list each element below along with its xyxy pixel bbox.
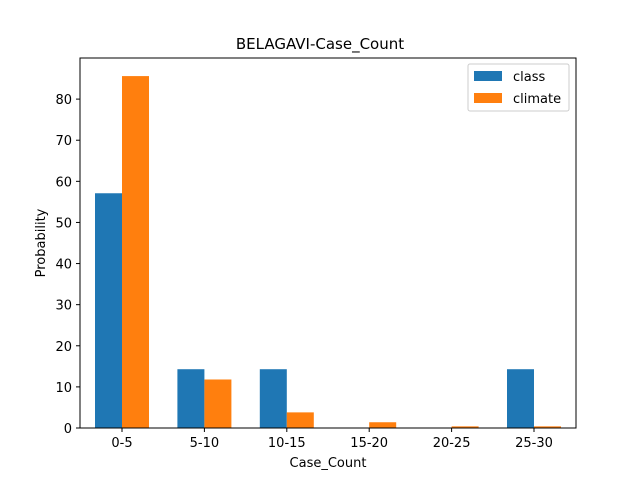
bar-class-25-30 xyxy=(507,369,534,428)
y-tick-label: 60 xyxy=(55,175,72,190)
bar-climate-20-25 xyxy=(451,426,479,428)
y-tick-label: 0 xyxy=(64,422,72,437)
x-axis-label: Case_Count xyxy=(290,456,367,471)
bar-climate-25-30 xyxy=(534,426,561,428)
y-tick-label: 80 xyxy=(55,93,72,108)
bar-class-10-15 xyxy=(259,369,287,428)
bar-climate-15-20 xyxy=(369,422,397,428)
legend-swatch-class xyxy=(474,71,502,81)
legend-label-climate: climate xyxy=(513,92,561,107)
x-tick-label: 25-30 xyxy=(515,436,553,451)
y-axis-label: Probability xyxy=(34,208,49,277)
y-tick-label: 70 xyxy=(55,134,72,149)
bars-group xyxy=(95,76,561,428)
bar-climate-0-5 xyxy=(122,76,149,428)
y-tick-label: 40 xyxy=(55,258,72,273)
y-tick-label: 10 xyxy=(55,381,72,396)
bar-climate-10-15 xyxy=(286,412,314,428)
bar-class-0-5 xyxy=(95,193,122,428)
y-tick-label: 50 xyxy=(55,216,72,231)
y-tick-label: 20 xyxy=(55,340,72,355)
x-axis: 0-5 5-10 10-15 15-20 20-25 25-30 xyxy=(111,428,553,451)
x-tick-label: 5-10 xyxy=(190,436,220,451)
legend-swatch-climate xyxy=(474,93,502,103)
bar-climate-5-10 xyxy=(204,379,232,428)
x-tick-label: 15-20 xyxy=(350,436,388,451)
bar-class-5-10 xyxy=(177,369,205,428)
chart-title: BELAGAVI-Case_Count xyxy=(236,35,404,54)
y-tick-label: 30 xyxy=(55,299,72,314)
legend: class climate xyxy=(467,63,570,112)
x-tick-label: 10-15 xyxy=(268,436,306,451)
plot-frame xyxy=(79,57,577,429)
legend-label-class: class xyxy=(513,70,545,85)
x-tick-label: 20-25 xyxy=(433,436,471,451)
y-axis: 0 10 20 30 40 50 60 70 80 xyxy=(55,93,80,437)
x-tick-label: 0-5 xyxy=(111,436,132,451)
